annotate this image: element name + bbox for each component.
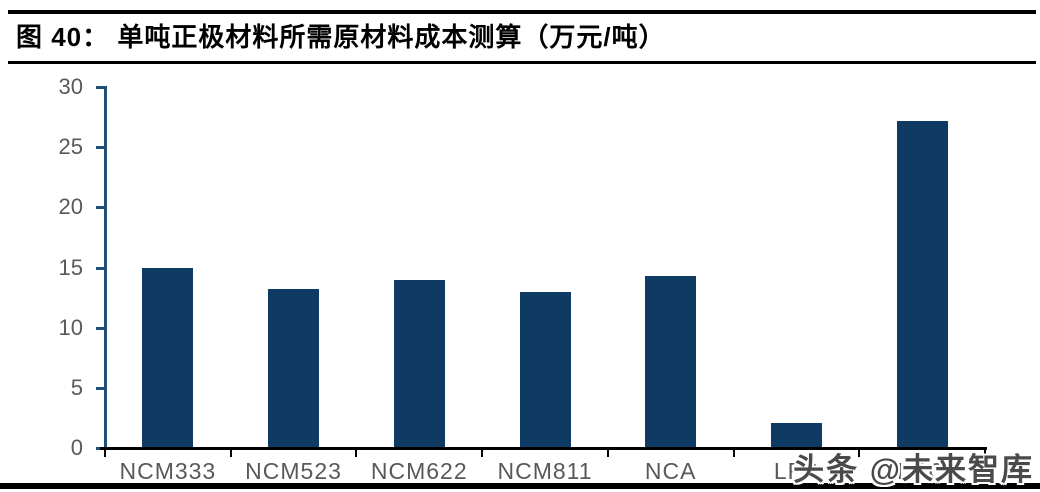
y-tick <box>96 206 107 210</box>
y-tick <box>96 146 107 150</box>
watermark: 头条 @未来智库 <box>793 452 1034 487</box>
top-divider <box>8 10 1036 14</box>
y-tick-label: 10 <box>58 314 83 340</box>
bottom-divider <box>0 483 1040 489</box>
x-axis-tick <box>104 450 106 457</box>
y-tick-label: 15 <box>58 254 83 280</box>
x-tick-label: LFP <box>773 458 819 484</box>
y-tick-label: 0 <box>70 435 83 460</box>
x-tick-label: NCM523 <box>245 458 342 484</box>
y-tick <box>96 86 107 89</box>
bar <box>142 267 194 448</box>
bar <box>393 279 445 448</box>
bar <box>770 422 822 448</box>
y-tick-label: 25 <box>58 134 83 160</box>
y-tick-label: 20 <box>58 194 83 220</box>
x-axis-tick <box>606 450 609 457</box>
x-tick-label: NCA <box>644 458 697 484</box>
bar <box>645 275 697 448</box>
bar <box>268 289 320 448</box>
x-axis-tick <box>481 450 484 457</box>
figure-title: 图 40： 单吨正极材料所需原材料成本测算（万元/吨） <box>16 22 666 52</box>
x-axis-tick <box>984 450 986 457</box>
bar <box>896 120 948 448</box>
y-tick-label: 30 <box>58 74 83 99</box>
bar <box>519 291 571 448</box>
x-tick-label: NCM811 <box>497 458 593 484</box>
x-axis-tick <box>229 450 232 457</box>
y-tick-label: 5 <box>70 374 83 400</box>
x-tick-label: LCO <box>896 458 948 484</box>
x-axis-line <box>100 447 987 450</box>
x-axis-tick <box>355 450 358 457</box>
x-axis-tick <box>858 450 861 457</box>
y-tick <box>96 326 107 330</box>
x-tick-label: NCM333 <box>119 458 217 484</box>
x-tick-label: NCM622 <box>370 458 468 484</box>
x-axis-tick <box>732 450 735 457</box>
y-tick <box>96 386 107 390</box>
y-tick <box>96 266 107 270</box>
title-divider <box>8 61 1036 64</box>
